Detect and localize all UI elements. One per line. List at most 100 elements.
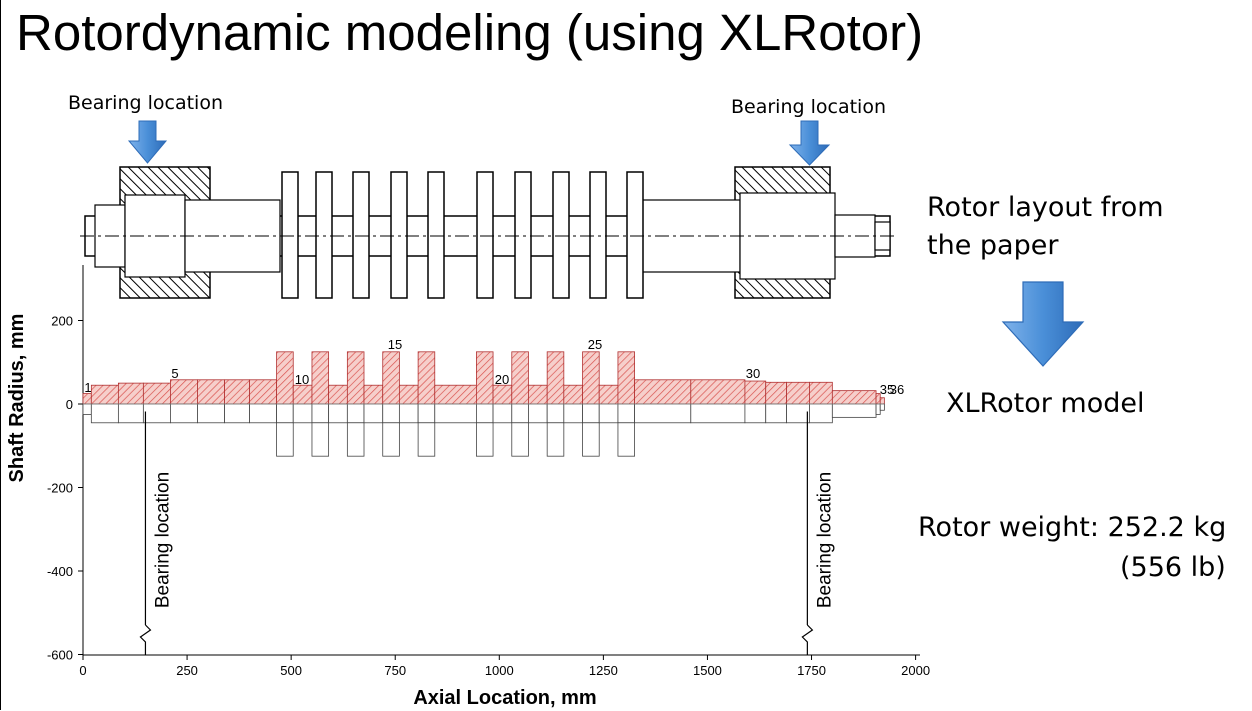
x-tick-label: 750 xyxy=(384,663,406,678)
x-tick-label: 1250 xyxy=(589,663,618,678)
segment-lower xyxy=(292,403,313,424)
segment-lower xyxy=(617,403,635,424)
disc-lower xyxy=(417,422,436,457)
down-arrow-icon-right xyxy=(788,120,831,166)
segment-upper xyxy=(398,384,419,405)
node-label: 15 xyxy=(388,337,402,352)
segment-lower xyxy=(142,403,171,424)
segment-lower xyxy=(82,403,92,415)
top-right-bearing-label: Bearing location xyxy=(731,96,886,118)
segment-upper xyxy=(786,381,810,405)
bearing-markers: Bearing location Bearing location xyxy=(139,411,835,655)
segment-lower xyxy=(875,403,881,415)
y-tick-label: 0 xyxy=(66,397,73,412)
down-arrow-icon-big xyxy=(1001,281,1085,367)
segment-upper xyxy=(292,384,313,405)
disc-lower xyxy=(546,422,565,457)
segment-lower xyxy=(363,403,384,424)
segment-upper xyxy=(346,351,365,405)
segment-upper xyxy=(476,351,494,405)
segment-upper xyxy=(809,381,833,405)
segment-upper xyxy=(511,351,529,405)
segment-upper xyxy=(328,384,348,405)
segment-upper xyxy=(434,384,477,405)
segment-lower xyxy=(598,403,619,424)
segment-upper xyxy=(90,384,119,405)
disc-lower xyxy=(311,422,330,457)
weight-line2: (556 lb) xyxy=(1120,552,1226,583)
layout-caption-line1: Rotor layout from xyxy=(927,192,1164,223)
bearing-label: Bearing location xyxy=(152,472,173,608)
segment-lower xyxy=(511,403,529,424)
x-tick-label: 1000 xyxy=(485,663,514,678)
y-tick-label: -400 xyxy=(47,564,73,579)
segment-upper xyxy=(417,351,436,405)
x-tick-label: 250 xyxy=(176,663,198,678)
disc-lower xyxy=(476,422,494,457)
segment-upper xyxy=(528,384,548,405)
node-label: 25 xyxy=(588,337,602,352)
segment-lower xyxy=(546,403,565,424)
disc-lower xyxy=(511,422,529,457)
segment-lower xyxy=(563,403,583,424)
segment-lower xyxy=(90,403,119,424)
weight-line1: Rotor weight: 252.2 kg xyxy=(918,512,1227,543)
segment-lower xyxy=(417,403,436,424)
node-label: 20 xyxy=(495,372,509,387)
segment-upper xyxy=(634,379,692,405)
segment-upper xyxy=(363,384,384,405)
segment-upper xyxy=(617,351,635,405)
node-label: 5 xyxy=(171,366,178,381)
node-label: 1 xyxy=(84,380,91,395)
segment-lower xyxy=(249,403,277,424)
disc-lower xyxy=(346,422,365,457)
segment-lower xyxy=(434,403,477,424)
node-label: 30 xyxy=(746,366,760,381)
top-left-bearing-label: Bearing location xyxy=(68,92,223,114)
node-label: 35 xyxy=(880,382,894,397)
node-label: 36 xyxy=(890,382,904,397)
x-axis-title: Axial Location, mm xyxy=(413,687,596,709)
segment-lower xyxy=(786,403,810,424)
segment-lower xyxy=(582,403,600,424)
rotor-layout-drawing xyxy=(80,166,895,299)
segment-lower xyxy=(476,403,494,424)
slide-title: Rotordynamic modeling (using XLRotor) xyxy=(16,4,924,61)
y-axis-ticks: 200 0 -200 -400 -600 xyxy=(47,314,83,663)
segment-upper xyxy=(831,390,877,405)
x-axis-ticks: 0 250 500 750 1000 1250 1500 1750 2000 xyxy=(79,655,930,678)
model-caption: XLRotor model xyxy=(946,388,1145,419)
segment-lower xyxy=(831,403,877,418)
disc-lower xyxy=(382,422,400,457)
x-tick-label: 2000 xyxy=(901,663,930,678)
y-axis-title: Shaft Radius, mm xyxy=(6,314,28,483)
segment-upper xyxy=(142,382,171,405)
disc-lower xyxy=(617,422,635,457)
segment-upper xyxy=(197,379,225,405)
segment-lower xyxy=(311,403,330,424)
segment-upper xyxy=(170,379,198,405)
y-tick-label: 200 xyxy=(51,314,73,329)
segment-lower xyxy=(744,403,767,424)
segment-upper xyxy=(224,379,250,405)
segment-upper xyxy=(582,351,600,405)
segment-lower xyxy=(765,403,787,424)
segment-lower xyxy=(492,403,513,424)
segment-upper xyxy=(249,379,277,405)
segment-lower xyxy=(170,403,198,424)
x-tick-label: 1500 xyxy=(693,663,722,678)
segment-upper xyxy=(744,380,767,405)
x-tick-label: 0 xyxy=(79,663,86,678)
bearing-label: Bearing location xyxy=(814,472,835,608)
segment-lower xyxy=(690,403,746,424)
segment-upper xyxy=(82,393,92,405)
segment-lower xyxy=(528,403,548,424)
segment-lower xyxy=(634,403,692,424)
segment-upper xyxy=(765,381,787,405)
segment-lower xyxy=(328,403,348,424)
segment-upper xyxy=(311,351,330,405)
x-tick-label: 500 xyxy=(280,663,302,678)
